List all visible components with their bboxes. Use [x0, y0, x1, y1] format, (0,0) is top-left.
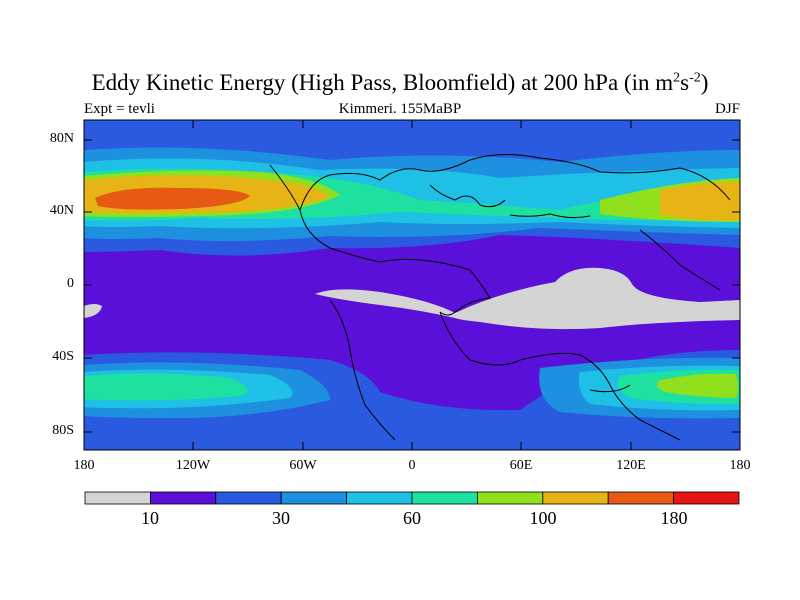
colorbar-swatch-2 — [215, 491, 282, 505]
lat-label-0: 0 — [67, 276, 74, 291]
lon-label-120w: 120W — [175, 458, 211, 473]
coast-islands-north — [429, 184, 506, 208]
colorbar-label-30: 30 — [272, 508, 290, 528]
colorbar-swatch-0 — [84, 491, 151, 505]
lon-label-0: 0 — [408, 458, 416, 473]
band-south-green-east — [656, 373, 738, 398]
lon-label-60w: 60W — [289, 458, 317, 473]
lat-label-40n: 40N — [49, 203, 74, 218]
colorbar-label-180: 180 — [660, 508, 688, 528]
jet-east-yellow — [660, 182, 740, 221]
coast-east-margin — [639, 229, 721, 291]
colorbar-swatch-5 — [411, 491, 478, 505]
lon-label-180e: 180 — [729, 458, 751, 473]
lat-label-80n: 80N — [49, 131, 74, 146]
colorbar-swatch-1 — [149, 491, 217, 505]
lon-label-120e: 120E — [616, 458, 646, 473]
colorbar-swatch-9 — [673, 491, 740, 505]
colorbar-swatch-8 — [607, 491, 675, 505]
coast-north-continent — [299, 153, 731, 211]
coast-southern-island — [589, 384, 631, 393]
colorbar-label-100: 100 — [529, 508, 557, 528]
band-south-teal-west — [84, 373, 248, 401]
jet-core-orange — [95, 187, 250, 210]
lon-label-60e: 60E — [509, 458, 533, 473]
colorbar-label-60: 60 — [403, 508, 421, 528]
experiment-label: Expt = tevli — [84, 101, 155, 117]
lon-label-180w: 180 — [73, 458, 95, 473]
coast-south-east — [439, 311, 681, 441]
coast-central-america — [269, 164, 491, 316]
map-title: Eddy Kinetic Energy (High Pass, Bloomfie… — [91, 70, 709, 95]
coast-south-west — [329, 299, 396, 441]
coastlines — [269, 153, 731, 441]
colorbar-swatch-3 — [280, 491, 348, 505]
colorbar-swatch-7 — [542, 491, 609, 505]
colorbar — [84, 491, 740, 505]
colorbar-swatch-6 — [476, 491, 544, 505]
coast-islands-east — [509, 213, 591, 219]
lat-label-80s: 80S — [52, 423, 74, 438]
equatorial-low-region — [315, 267, 740, 330]
map-ticks — [83, 120, 741, 450]
colorbar-swatch-4 — [346, 491, 413, 505]
energy-field — [84, 120, 740, 450]
colorbar-label-10: 10 — [141, 508, 159, 528]
period-label: Kimmeri. 155MaBP — [338, 101, 462, 117]
lat-label-40s: 40S — [52, 349, 74, 364]
equatorial-low-west — [84, 304, 102, 318]
season-label: DJF — [714, 101, 740, 117]
